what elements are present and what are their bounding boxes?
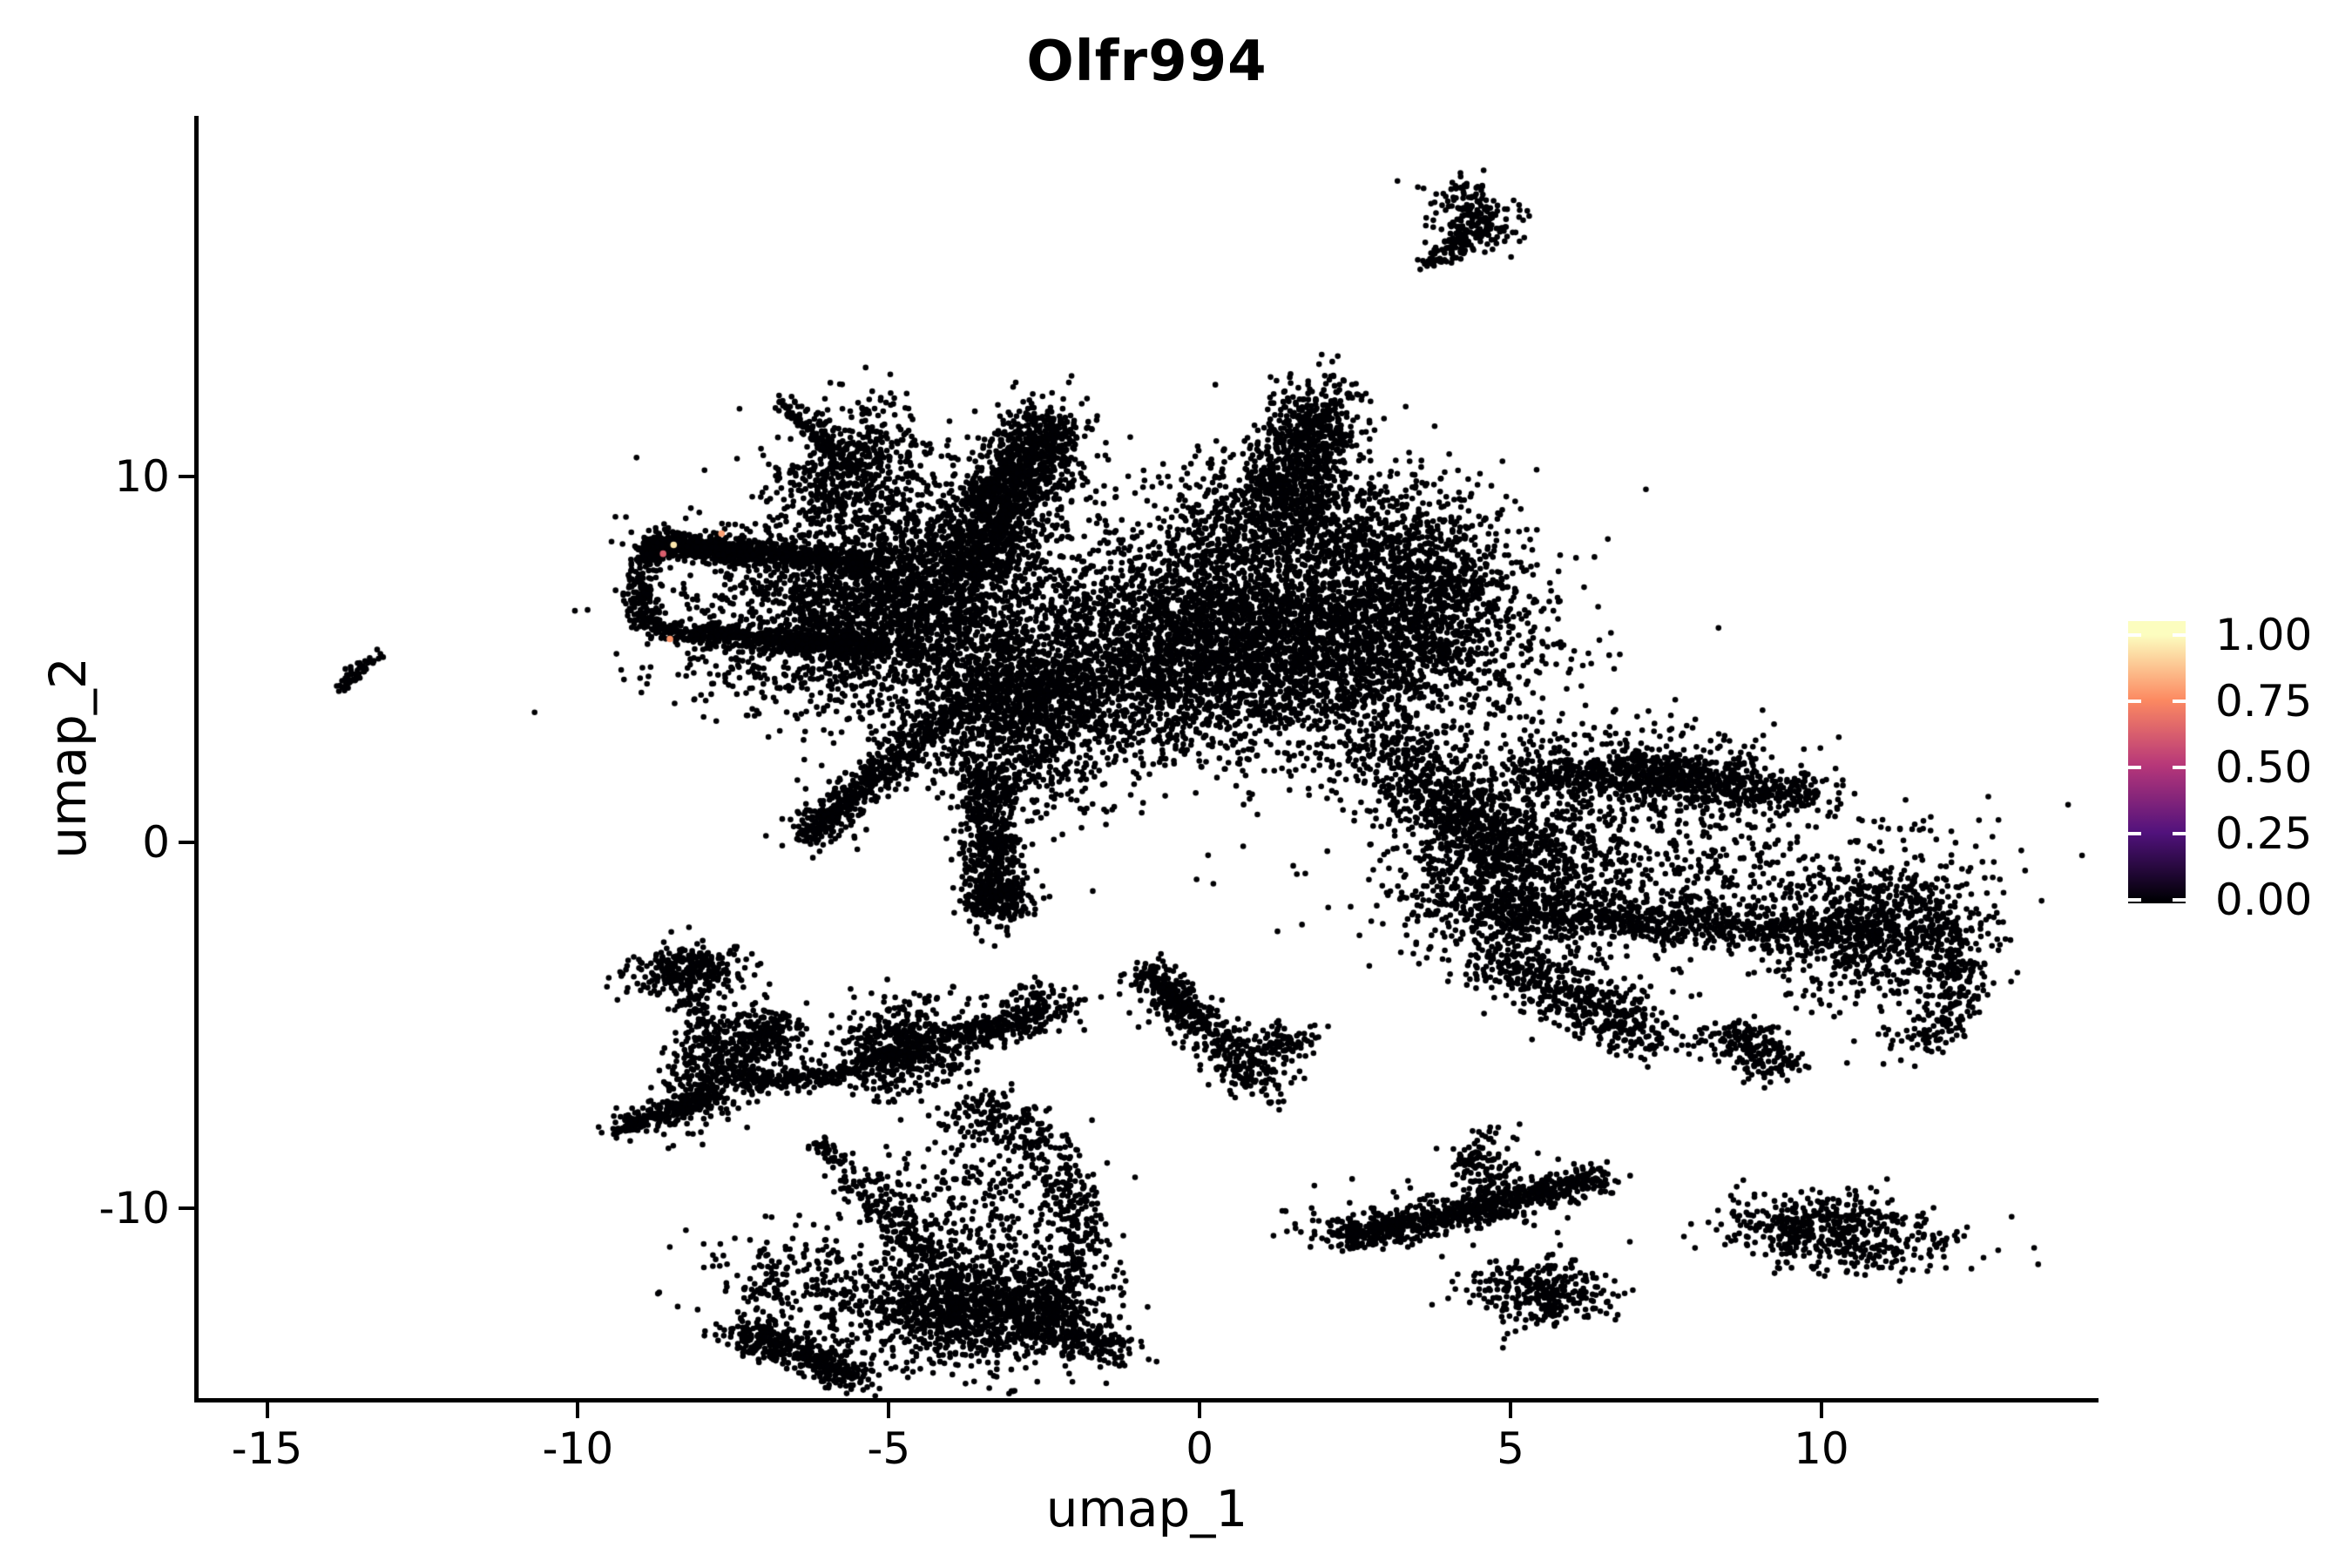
y-tick-mark (179, 1206, 194, 1210)
colorbar-tick-mark (2173, 898, 2186, 902)
x-tick-mark (887, 1402, 891, 1418)
colorbar-gradient (2128, 621, 2186, 903)
x-tick-label: 5 (1497, 1423, 1524, 1474)
x-tick-label: -10 (542, 1423, 614, 1474)
colorbar-tick-mark (2128, 633, 2141, 637)
colorbar-tick-mark (2128, 766, 2141, 769)
y-tick-mark (179, 840, 194, 844)
y-tick-label: 10 (114, 450, 170, 502)
colorbar-tick-mark (2173, 700, 2186, 703)
y-tick-label: -10 (98, 1182, 170, 1233)
colorbar-tick-mark (2128, 700, 2141, 703)
colorbar-tick-mark (2173, 633, 2186, 637)
x-tick-label: -5 (867, 1423, 911, 1474)
colorbar-legend: 1.00 0.75 0.50 0.25 0.00 (2128, 610, 2346, 925)
x-axis-title: umap_1 (1045, 1479, 1248, 1538)
x-tick-label: 0 (1186, 1423, 1214, 1474)
plot-title: Olfr994 (1026, 30, 1267, 94)
x-tick-mark (265, 1402, 269, 1418)
colorbar-tick-mark (2128, 898, 2141, 902)
colorbar-tick-label: 0.75 (2215, 676, 2313, 727)
y-tick-label: 0 (142, 816, 170, 868)
colorbar-tick-label: 0.50 (2215, 742, 2313, 793)
x-tick-label: -15 (231, 1423, 303, 1474)
y-tick-mark (179, 474, 194, 478)
x-tick-mark (1509, 1402, 1513, 1418)
x-tick-mark (1198, 1402, 1202, 1418)
x-tick-mark (576, 1402, 580, 1418)
x-axis-line (194, 1398, 2099, 1402)
colorbar-tick-label: 1.00 (2215, 610, 2313, 660)
colorbar-tick-label: 0.25 (2215, 808, 2313, 859)
y-axis-title: umap_2 (38, 657, 98, 859)
x-tick-mark (1819, 1402, 1823, 1418)
x-tick-label: 10 (1794, 1423, 1849, 1474)
colorbar-tick-mark (2173, 766, 2186, 769)
y-axis-line (194, 116, 199, 1402)
colorbar-tick-mark (2173, 832, 2186, 835)
colorbar-tick-label: 0.00 (2215, 875, 2313, 925)
colorbar-tick-mark (2128, 832, 2141, 835)
